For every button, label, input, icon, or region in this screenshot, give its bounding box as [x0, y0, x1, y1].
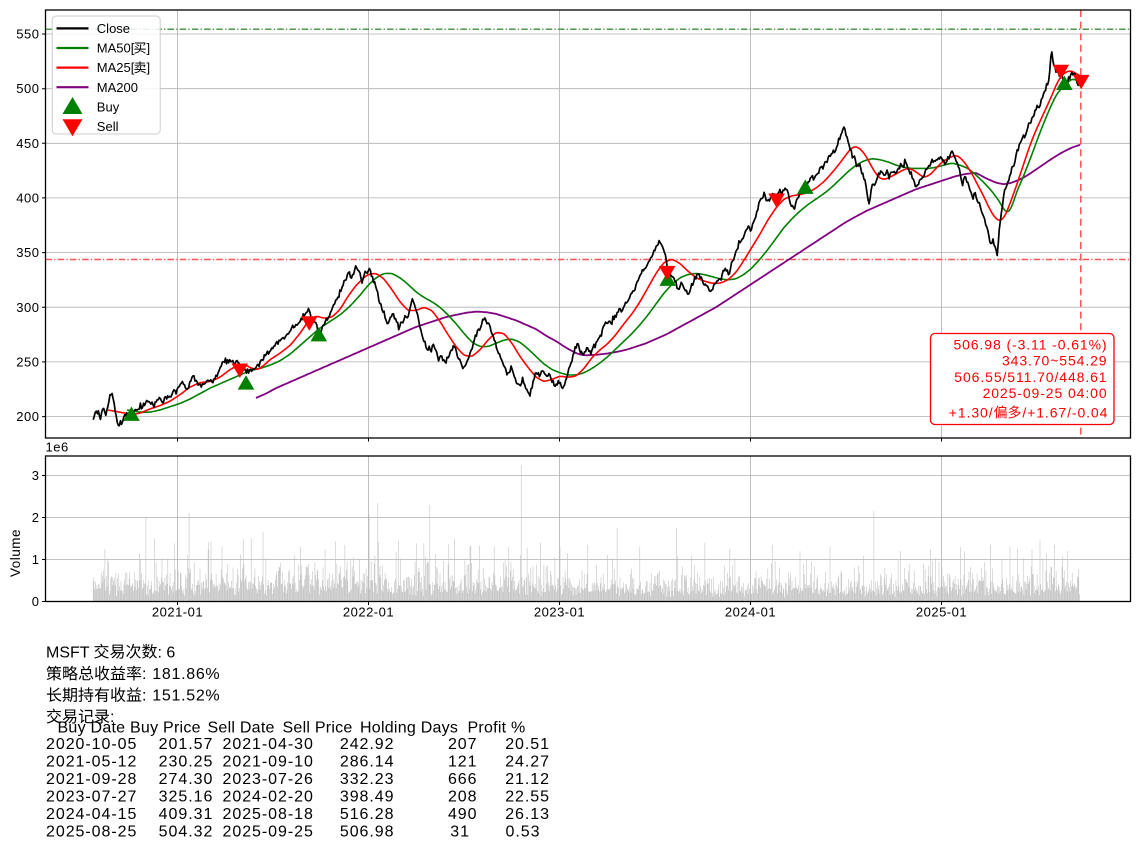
svg-text:400: 400 — [16, 191, 39, 206]
svg-text:490: 490 — [448, 806, 478, 823]
svg-text:Sell Price: Sell Price — [283, 719, 353, 736]
svg-text:2021-04-30: 2021-04-30 — [223, 736, 314, 753]
svg-text:20.51: 20.51 — [505, 736, 550, 753]
svg-text:250: 250 — [16, 355, 39, 370]
svg-text:Sell: Sell — [97, 119, 119, 134]
svg-text:21.12: 21.12 — [505, 771, 550, 788]
svg-text:286.14: 286.14 — [340, 754, 395, 771]
svg-text:Sell Date: Sell Date — [208, 719, 275, 736]
svg-text:Buy Date: Buy Date — [58, 719, 126, 736]
svg-text:31: 31 — [450, 824, 470, 841]
svg-text:Profit %: Profit % — [468, 719, 526, 736]
svg-text:2024-01: 2024-01 — [725, 605, 776, 620]
svg-text:2025-08-25: 2025-08-25 — [46, 824, 137, 841]
svg-text:2024-02-20: 2024-02-20 — [223, 789, 314, 806]
svg-text:24.27: 24.27 — [505, 754, 550, 771]
svg-text:: 6: : 6 — [158, 644, 176, 661]
svg-text:242.92: 242.92 — [340, 736, 395, 753]
svg-text:2025-09-25: 2025-09-25 — [223, 824, 314, 841]
svg-text:]: ] — [147, 41, 151, 56]
svg-text:230.25: 230.25 — [159, 754, 214, 771]
svg-text:300: 300 — [16, 300, 39, 315]
svg-text:]: ] — [147, 60, 151, 75]
svg-text:0.53: 0.53 — [506, 824, 541, 841]
svg-text:MSFT: MSFT — [46, 644, 90, 661]
svg-text:MA50[: MA50[ — [97, 41, 135, 56]
svg-text:2: 2 — [32, 510, 40, 525]
svg-text:666: 666 — [448, 771, 478, 788]
svg-text::: : — [110, 709, 114, 726]
svg-text:325.16: 325.16 — [159, 789, 214, 806]
svg-text:2021-01: 2021-01 — [152, 605, 203, 620]
svg-text:2025-08-18: 2025-08-18 — [223, 806, 314, 823]
svg-text:208: 208 — [448, 789, 478, 806]
svg-text:506.98: 506.98 — [340, 824, 395, 841]
svg-text:Holding Days: Holding Days — [360, 719, 458, 736]
svg-text:Buy Price: Buy Price — [130, 719, 201, 736]
svg-text:1e6: 1e6 — [46, 440, 69, 455]
svg-text:200: 200 — [16, 409, 39, 424]
svg-text:516.28: 516.28 — [340, 806, 395, 823]
svg-text:506.55/511.70/448.61: 506.55/511.70/448.61 — [954, 369, 1107, 385]
svg-text:2025-09-25 04:00: 2025-09-25 04:00 — [983, 385, 1108, 401]
svg-text:22.55: 22.55 — [505, 789, 550, 806]
svg-text:1: 1 — [32, 552, 40, 567]
svg-text:506.98 (-3.11 -0.61%): 506.98 (-3.11 -0.61%) — [953, 336, 1107, 352]
svg-text:/+1.67/-0.04: /+1.67/-0.04 — [1022, 404, 1108, 420]
svg-text:+1.30/: +1.30/ — [949, 404, 994, 420]
svg-text:500: 500 — [16, 81, 39, 96]
svg-text:2020-10-05: 2020-10-05 — [46, 736, 137, 753]
svg-text:121: 121 — [448, 754, 478, 771]
svg-text:2023-07-26: 2023-07-26 — [223, 771, 314, 788]
svg-text:409.31: 409.31 — [159, 806, 214, 823]
svg-text:332.23: 332.23 — [340, 771, 395, 788]
svg-text:26.13: 26.13 — [505, 806, 550, 823]
svg-text:MA200: MA200 — [97, 80, 138, 95]
svg-text:201.57: 201.57 — [159, 736, 214, 753]
svg-text:: 181.86%: : 181.86% — [142, 666, 220, 683]
svg-text:2021-05-12: 2021-05-12 — [46, 754, 137, 771]
svg-text:3: 3 — [32, 468, 40, 483]
svg-text:550: 550 — [16, 27, 39, 42]
svg-text:2021-09-10: 2021-09-10 — [223, 754, 314, 771]
svg-text:274.30: 274.30 — [159, 771, 214, 788]
svg-text:2024-04-15: 2024-04-15 — [46, 806, 137, 823]
svg-text:0: 0 — [32, 594, 40, 609]
svg-text:450: 450 — [16, 136, 39, 151]
svg-text:2025-01: 2025-01 — [916, 605, 967, 620]
svg-text:398.49: 398.49 — [340, 789, 395, 806]
svg-text:2023-07-27: 2023-07-27 — [46, 789, 137, 806]
svg-text:Buy: Buy — [97, 99, 120, 114]
svg-text:350: 350 — [16, 245, 39, 260]
svg-text:Volume: Volume — [8, 529, 23, 577]
svg-text:343.70~554.29: 343.70~554.29 — [1002, 353, 1108, 369]
svg-text:: 151.52%: : 151.52% — [142, 688, 220, 705]
svg-text:2021-09-28: 2021-09-28 — [46, 771, 137, 788]
svg-text:2022-01: 2022-01 — [343, 605, 394, 620]
svg-text:MA25[: MA25[ — [97, 60, 135, 75]
svg-text:504.32: 504.32 — [159, 824, 214, 841]
svg-text:Close: Close — [97, 21, 130, 36]
svg-text:207: 207 — [448, 736, 478, 753]
svg-text:2023-01: 2023-01 — [534, 605, 585, 620]
